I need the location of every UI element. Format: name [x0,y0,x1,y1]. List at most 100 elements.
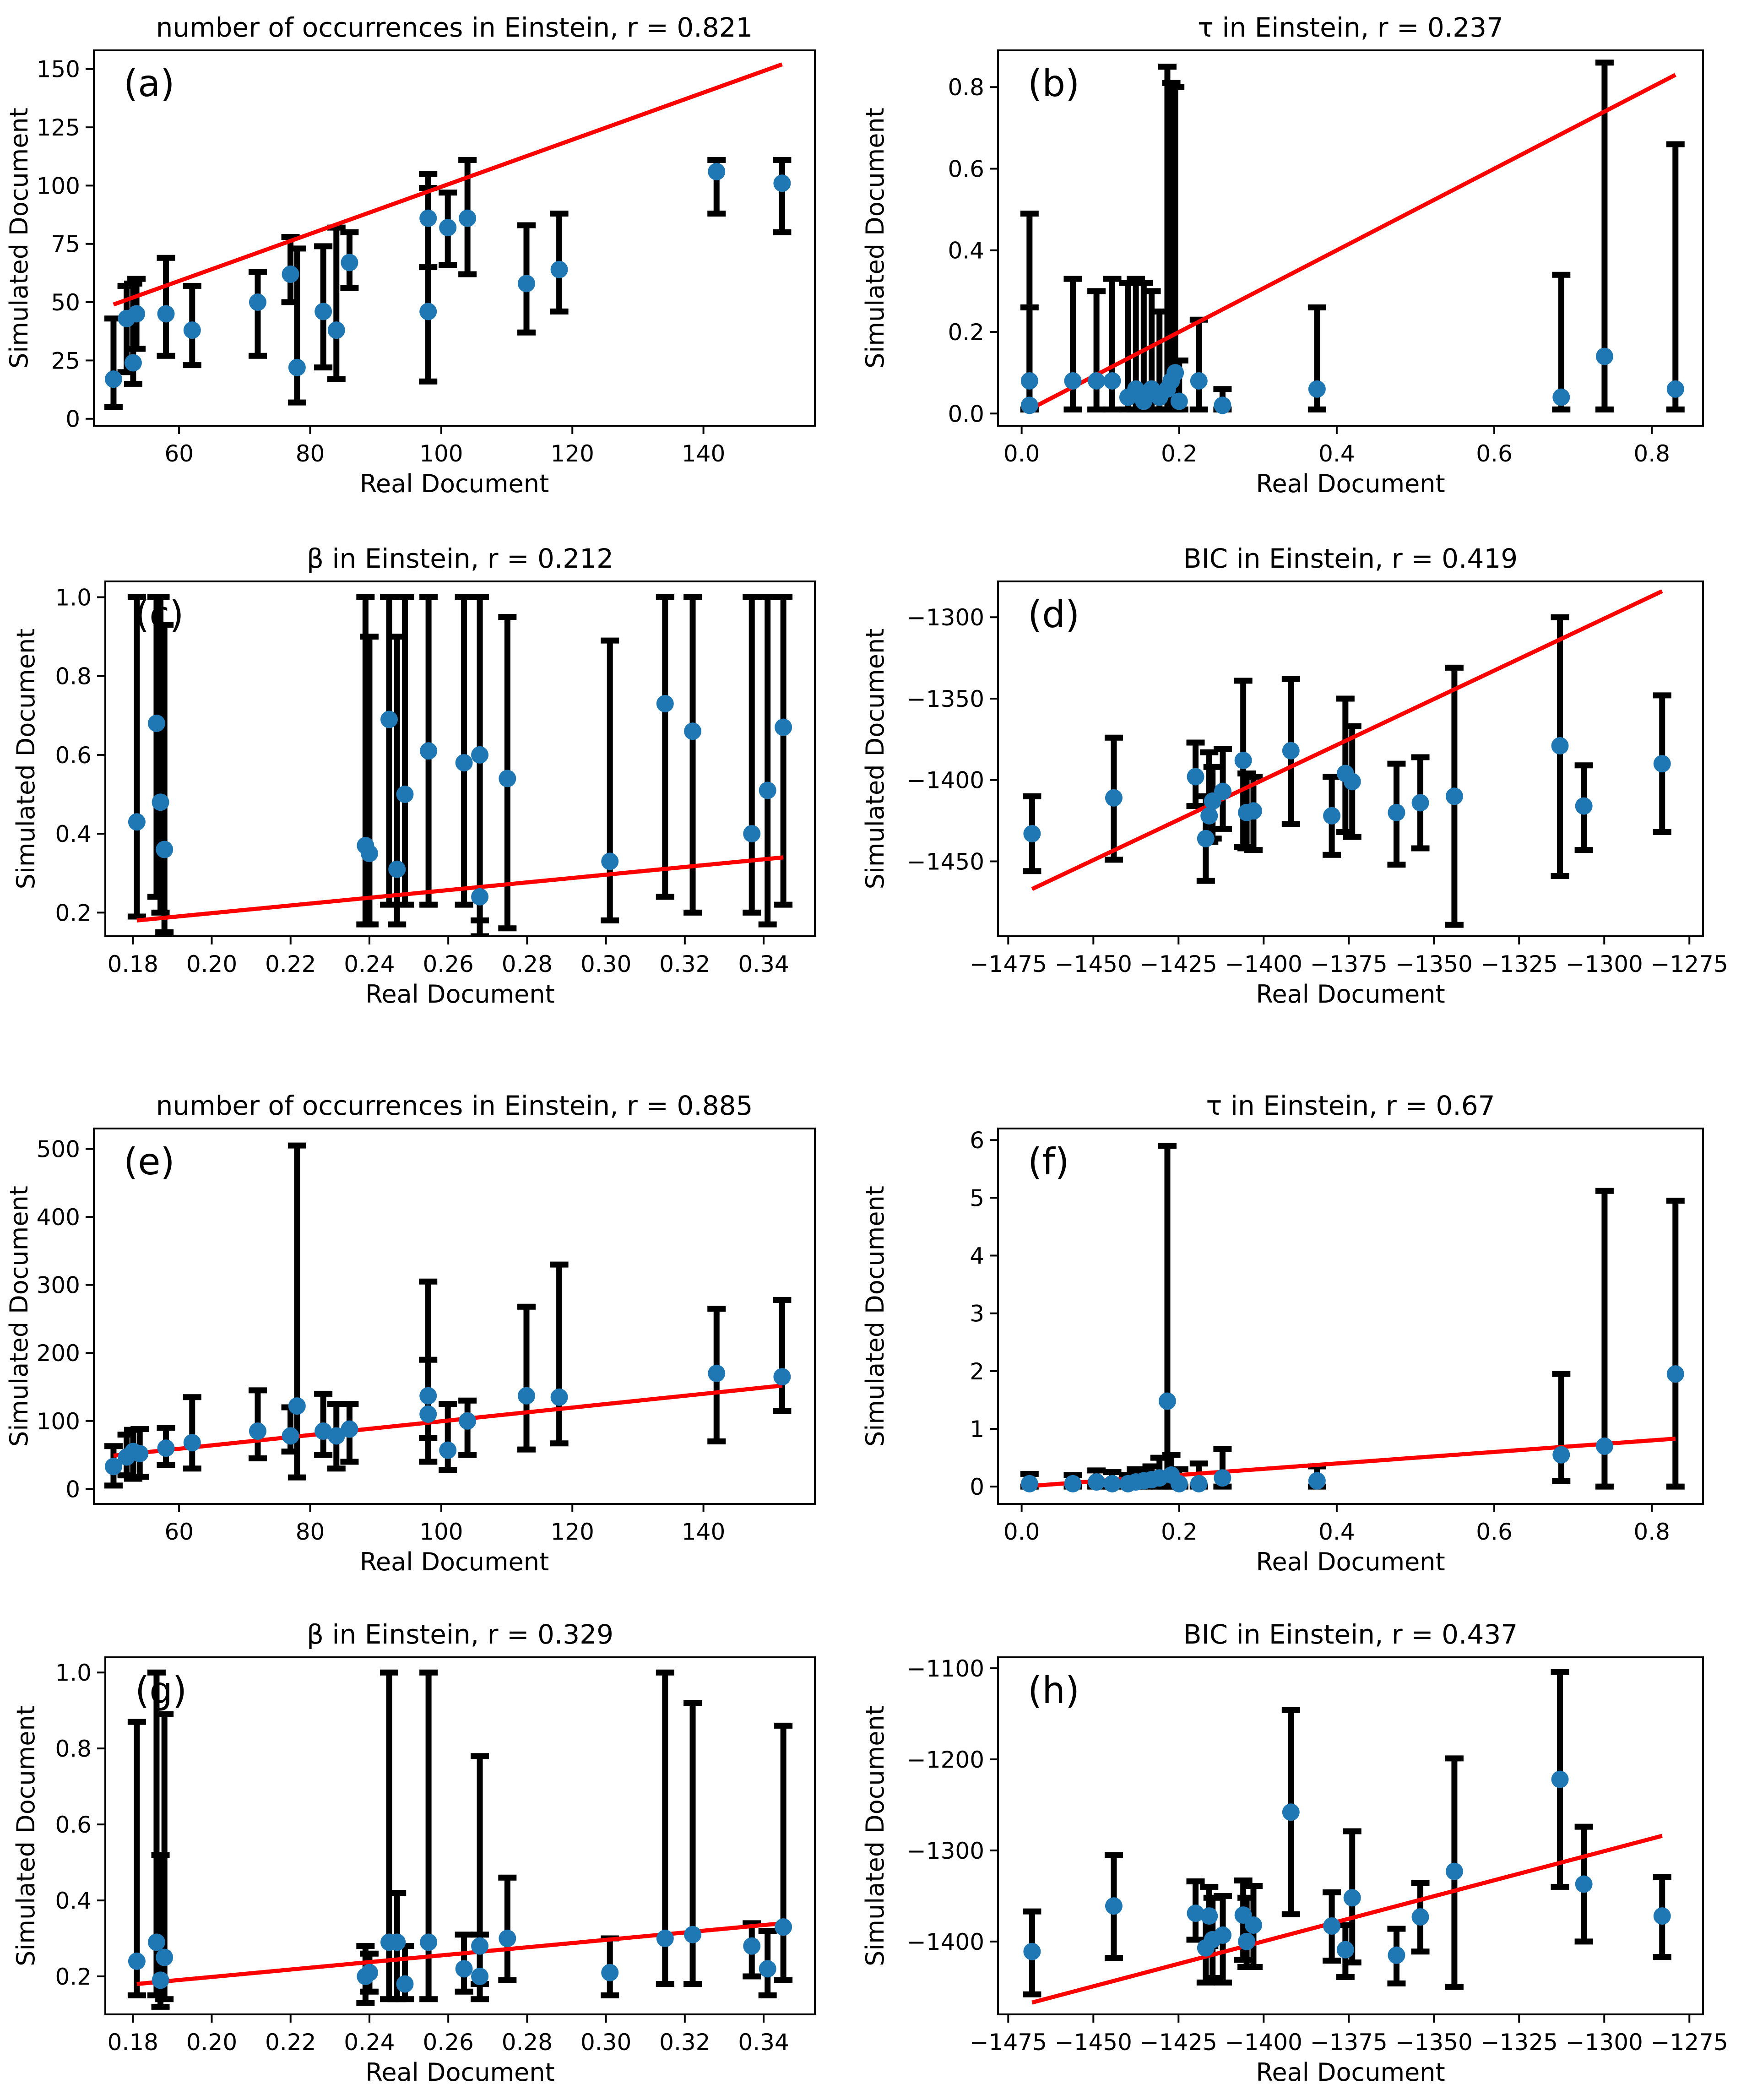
x-axis-label: Real Document [365,980,554,1009]
x-tick-label: 0.4 [1318,1519,1355,1545]
panel-a: 60 80 100 120 140 0 25 50 75 100 125 150 number of o… [5,12,816,498]
y-axis-label: Simulated Document [861,1186,890,1447]
data-point [1214,1469,1231,1487]
data-point [1308,380,1326,398]
y-tick-label: −1400 [907,1929,984,1955]
data-point [419,1405,437,1423]
data-point [601,852,619,870]
errorbar [471,594,489,936]
chart-title: BIC in Einstein, r = 0.419 [1183,543,1518,574]
data-point [1445,787,1463,805]
errorbar [419,1278,438,1465]
data-point [1343,1889,1361,1907]
y-tick-label: −1300 [907,1838,984,1864]
errorbar [683,594,702,916]
data-point [708,163,726,180]
data-point [656,1930,674,1948]
data-point [360,1964,378,1981]
panel-d: −1475 −1450 −1425 −1400 −1375 −1350 −1325 −1300… [861,543,1728,1009]
x-tick-label: 0.18 [108,2029,158,2056]
data-point [759,1960,776,1978]
x-axis-label: Real Document [1256,1547,1445,1576]
x-tick-label: 0.34 [738,951,789,977]
x-axis-label: Real Document [360,469,549,498]
data-point [518,275,535,293]
data-point [147,1933,165,1951]
data-point [1551,1770,1569,1788]
data-point [315,1422,332,1440]
data-point [1575,797,1593,815]
y-tick-label: −1100 [907,1655,984,1682]
data-point [1088,372,1106,390]
fit-line [136,855,784,923]
data-point [1214,396,1231,414]
data-marks-f [1020,1143,1685,1492]
data-point [131,1445,149,1463]
data-point [775,718,792,736]
data-point [775,1918,792,1936]
data-point [341,254,358,271]
data-marks-d [1023,589,1671,928]
data-point [471,1937,489,1955]
data-point [420,1933,438,1951]
errorbar [155,622,174,935]
x-tick-label: −1275 [1651,2029,1728,2056]
data-point [315,303,332,320]
y-tick-label: 0 [65,1476,80,1503]
data-point [773,174,791,192]
x-tick-label: 0.28 [502,951,553,977]
x-axis-label: Real Document [1256,2058,1445,2087]
fit-line [113,1384,782,1458]
y-tick-label: 75 [51,231,80,258]
axes-frame [104,1656,816,2015]
axes-frame [93,1128,816,1505]
x-tick-label: −1300 [1566,2029,1643,2056]
panel-label: (h) [1028,1669,1079,1712]
data-point [1653,755,1671,773]
data-point [1282,1803,1300,1821]
x-tick-label: 60 [164,440,194,467]
data-marks-b [1020,60,1685,414]
data-point [1020,372,1038,390]
axes-frame [997,581,1704,937]
fit-line [1028,73,1676,412]
data-point [1551,737,1569,755]
data-point [156,1948,174,1966]
x-tick-label: 0.18 [108,951,158,977]
errorbar [550,1261,569,1447]
x-tick-label: −1450 [1055,951,1132,977]
data-point [1103,372,1121,390]
errorbar [773,157,792,235]
y-tick-label: 4 [970,1243,984,1270]
data-point [157,1439,175,1457]
data-point [1214,782,1232,800]
data-point [1388,1946,1405,1964]
x-tick-label: −1375 [1310,951,1388,977]
x-tick-label: 100 [419,440,463,467]
data-point [499,1930,516,1948]
data-point [1388,803,1405,821]
data-point [1343,773,1361,791]
x-tick-label: 0.2 [1161,440,1198,467]
x-tick-label: 0.34 [738,2029,789,2056]
fit-line [1031,589,1663,891]
panel-label: (g) [135,1669,187,1712]
errorbar [1666,141,1685,412]
x-tick-label: −1475 [970,951,1047,977]
data-point [1064,372,1082,390]
data-point [455,754,473,772]
fit-line [1031,1834,1663,2005]
data-point [183,1434,201,1452]
data-point [152,793,169,811]
data-point [1323,1917,1341,1935]
data-point [550,260,568,278]
data-point [499,770,516,787]
errorbar [127,594,146,920]
data-point [459,209,477,227]
data-point [550,1388,568,1406]
fit-line [113,62,783,307]
data-point [124,354,142,372]
panel-b: 0.0 0.2 0.4 0.6 0.8 0.0 0.2 0.4 0.6 0.8 τ in Einst… [861,12,1704,498]
errorbar [656,594,674,900]
y-tick-label: 0.4 [55,1888,92,1914]
